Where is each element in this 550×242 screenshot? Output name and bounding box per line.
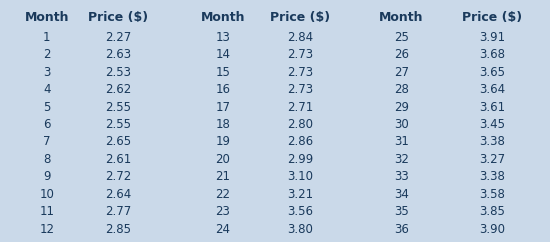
Text: 35: 35 (394, 205, 409, 218)
Text: Month: Month (379, 11, 424, 24)
Text: 3.27: 3.27 (479, 153, 505, 166)
Text: 14: 14 (215, 48, 230, 61)
Text: 3.80: 3.80 (287, 223, 313, 236)
Text: 15: 15 (215, 66, 230, 79)
Text: 3.38: 3.38 (479, 170, 505, 183)
Text: 30: 30 (394, 118, 409, 131)
Text: 2.53: 2.53 (105, 66, 131, 79)
Text: 17: 17 (215, 101, 230, 114)
Text: 19: 19 (215, 136, 230, 149)
Text: 3.58: 3.58 (479, 188, 505, 201)
Text: Price ($): Price ($) (462, 11, 522, 24)
Text: Month: Month (25, 11, 69, 24)
Text: Month: Month (201, 11, 245, 24)
Text: 2.27: 2.27 (105, 31, 131, 44)
Text: 2.84: 2.84 (287, 31, 313, 44)
Text: 2.77: 2.77 (105, 205, 131, 218)
Text: 24: 24 (215, 223, 230, 236)
Text: 3.91: 3.91 (479, 31, 505, 44)
Text: 2.55: 2.55 (105, 101, 131, 114)
Text: 6: 6 (43, 118, 51, 131)
Text: 32: 32 (394, 153, 409, 166)
Text: 3.65: 3.65 (479, 66, 505, 79)
Text: 3: 3 (43, 66, 51, 79)
Text: 2.72: 2.72 (105, 170, 131, 183)
Text: 23: 23 (215, 205, 230, 218)
Text: 2.80: 2.80 (287, 118, 313, 131)
Text: 3.85: 3.85 (479, 205, 505, 218)
Text: 9: 9 (43, 170, 51, 183)
Text: 27: 27 (394, 66, 409, 79)
Text: Price ($): Price ($) (88, 11, 148, 24)
Text: 22: 22 (215, 188, 230, 201)
Text: 7: 7 (43, 136, 51, 149)
Text: 28: 28 (394, 83, 409, 96)
Text: 2.86: 2.86 (287, 136, 313, 149)
Text: 34: 34 (394, 188, 409, 201)
Text: 5: 5 (43, 101, 51, 114)
Text: 3.45: 3.45 (479, 118, 505, 131)
Text: 2.64: 2.64 (105, 188, 131, 201)
Text: 16: 16 (215, 83, 230, 96)
Text: 20: 20 (215, 153, 230, 166)
Text: 2.63: 2.63 (105, 48, 131, 61)
Text: 3.90: 3.90 (479, 223, 505, 236)
Text: 12: 12 (39, 223, 54, 236)
Text: 11: 11 (39, 205, 54, 218)
Text: 3.64: 3.64 (479, 83, 505, 96)
Text: 2.73: 2.73 (287, 48, 313, 61)
Text: 3.68: 3.68 (479, 48, 505, 61)
Text: 2.73: 2.73 (287, 83, 313, 96)
Text: 33: 33 (394, 170, 409, 183)
Text: 3.10: 3.10 (287, 170, 313, 183)
Text: 25: 25 (394, 31, 409, 44)
Text: 2.71: 2.71 (287, 101, 313, 114)
Text: 3.38: 3.38 (479, 136, 505, 149)
Text: 8: 8 (43, 153, 51, 166)
Text: 2.62: 2.62 (105, 83, 131, 96)
Text: 26: 26 (394, 48, 409, 61)
Text: 2.55: 2.55 (105, 118, 131, 131)
Text: 3.61: 3.61 (479, 101, 505, 114)
Text: 10: 10 (39, 188, 54, 201)
Text: 2: 2 (43, 48, 51, 61)
Text: 13: 13 (215, 31, 230, 44)
Text: 2.61: 2.61 (105, 153, 131, 166)
Text: 2.99: 2.99 (287, 153, 313, 166)
Text: 2.73: 2.73 (287, 66, 313, 79)
Text: 29: 29 (394, 101, 409, 114)
Text: 3.21: 3.21 (287, 188, 313, 201)
Text: 21: 21 (215, 170, 230, 183)
Text: 4: 4 (43, 83, 51, 96)
Text: 2.65: 2.65 (105, 136, 131, 149)
Text: 36: 36 (394, 223, 409, 236)
Text: 1: 1 (43, 31, 51, 44)
Text: 3.56: 3.56 (287, 205, 313, 218)
Text: 31: 31 (394, 136, 409, 149)
Text: 18: 18 (215, 118, 230, 131)
Text: Price ($): Price ($) (270, 11, 330, 24)
Text: 2.85: 2.85 (105, 223, 131, 236)
